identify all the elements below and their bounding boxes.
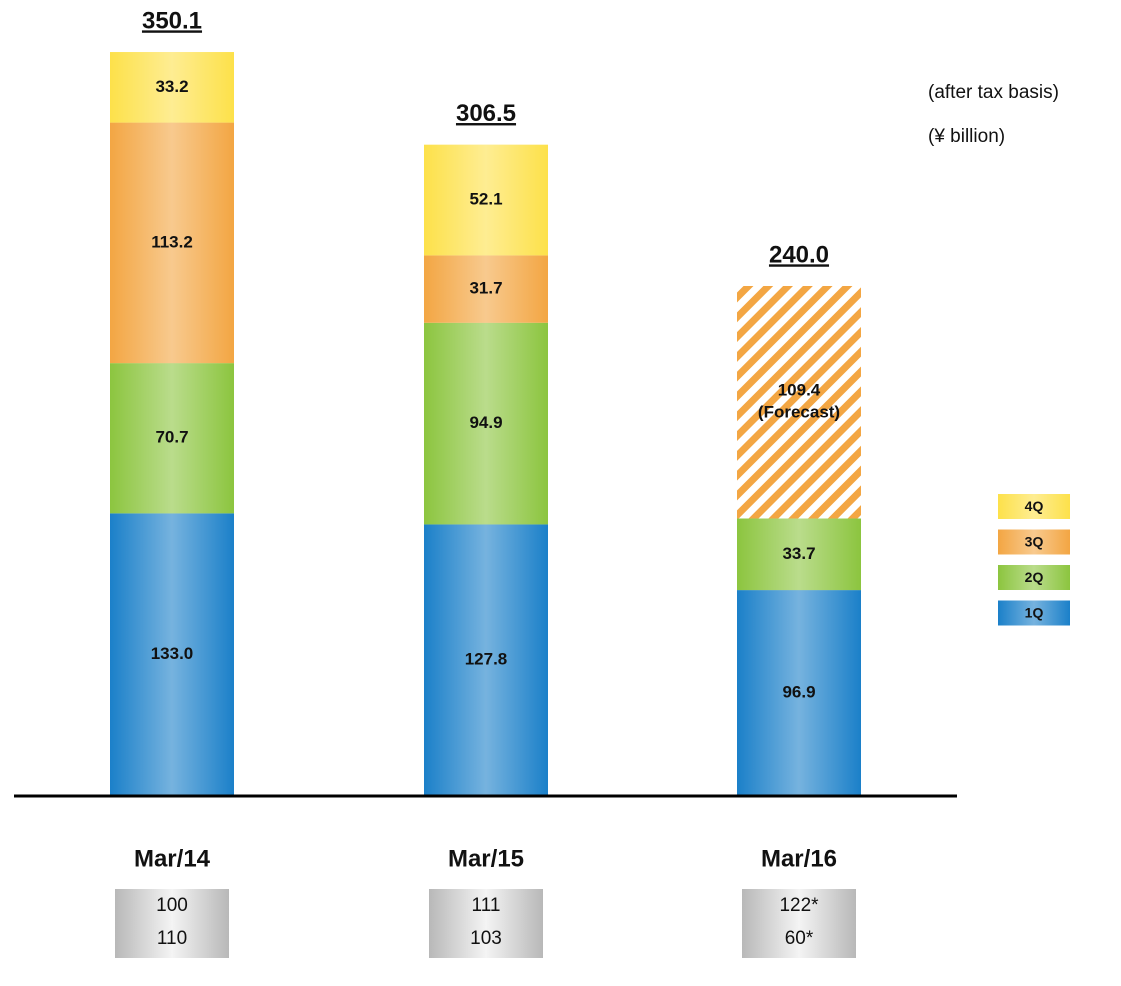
data-label: 33.2 — [155, 77, 188, 96]
annotation: (¥ billion) — [928, 126, 1005, 147]
note-box — [429, 889, 543, 958]
note-text: 110 — [157, 928, 187, 949]
legend-label: 4Q — [1025, 498, 1044, 514]
legend-shine — [998, 565, 1070, 590]
legend-label: 1Q — [1025, 605, 1044, 621]
data-label: 113.2 — [151, 232, 193, 251]
legend-shine — [998, 529, 1070, 555]
legend-shine — [998, 494, 1070, 519]
total-label: 350.1 — [142, 7, 202, 34]
total-label: 240.0 — [769, 241, 829, 268]
x-tick-label: Mar/16 — [761, 845, 837, 872]
total-label: 306.5 — [456, 100, 516, 127]
note-text: 103 — [470, 928, 502, 949]
data-label: 70.7 — [155, 428, 188, 447]
data-label: 133.0 — [151, 644, 194, 663]
note-text: 60* — [785, 928, 814, 949]
forecast-segment — [737, 286, 861, 519]
data-label: 31.7 — [469, 279, 502, 298]
legend-label: 3Q — [1025, 534, 1044, 550]
legend-label: 2Q — [1025, 569, 1044, 585]
data-label: 52.1 — [469, 190, 502, 209]
x-tick-label: Mar/14 — [134, 845, 211, 872]
data-label: 109.4 — [778, 381, 821, 400]
x-tick-label: Mar/15 — [448, 845, 524, 872]
data-label: 33.7 — [782, 544, 815, 563]
data-label: 94.9 — [469, 413, 502, 432]
note-box — [742, 889, 856, 958]
annotation: (after tax basis) — [928, 82, 1059, 103]
data-label: 127.8 — [465, 650, 508, 669]
forecast-label: (Forecast) — [758, 403, 840, 422]
legend-shine — [998, 600, 1070, 626]
note-text: 111 — [472, 895, 501, 916]
note-text: 122* — [779, 895, 819, 916]
data-label: 96.9 — [782, 683, 815, 702]
note-text: 100 — [156, 895, 188, 916]
note-box — [115, 889, 229, 958]
